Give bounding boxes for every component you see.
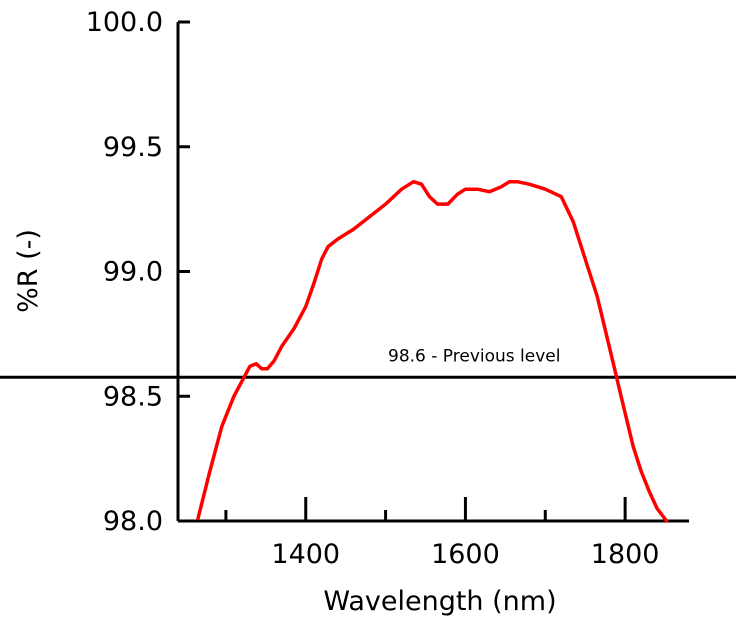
x-axis-title: Wavelength (nm) bbox=[323, 586, 556, 617]
y-tick-label: 99.5 bbox=[103, 132, 163, 163]
y-tick-label: 98.5 bbox=[103, 381, 163, 412]
y-tick-label: 99.0 bbox=[103, 257, 163, 288]
x-tick-label: 1600 bbox=[431, 539, 500, 570]
reference-line-label: 98.6 - Previous level bbox=[388, 346, 560, 366]
chart-marks: 98.0 98.5 99.0 99.5 100.0 1400 1600 1800 98.6 - … bbox=[0, 7, 736, 617]
y-axis-title: %R (-) bbox=[13, 229, 44, 313]
series-line-0 bbox=[196, 179, 669, 523]
x-tick-label: 1800 bbox=[591, 539, 660, 570]
x-tick-label: 1400 bbox=[271, 539, 340, 570]
y-tick-label: 100.0 bbox=[86, 7, 163, 38]
y-tick-label: 98.0 bbox=[103, 506, 163, 537]
